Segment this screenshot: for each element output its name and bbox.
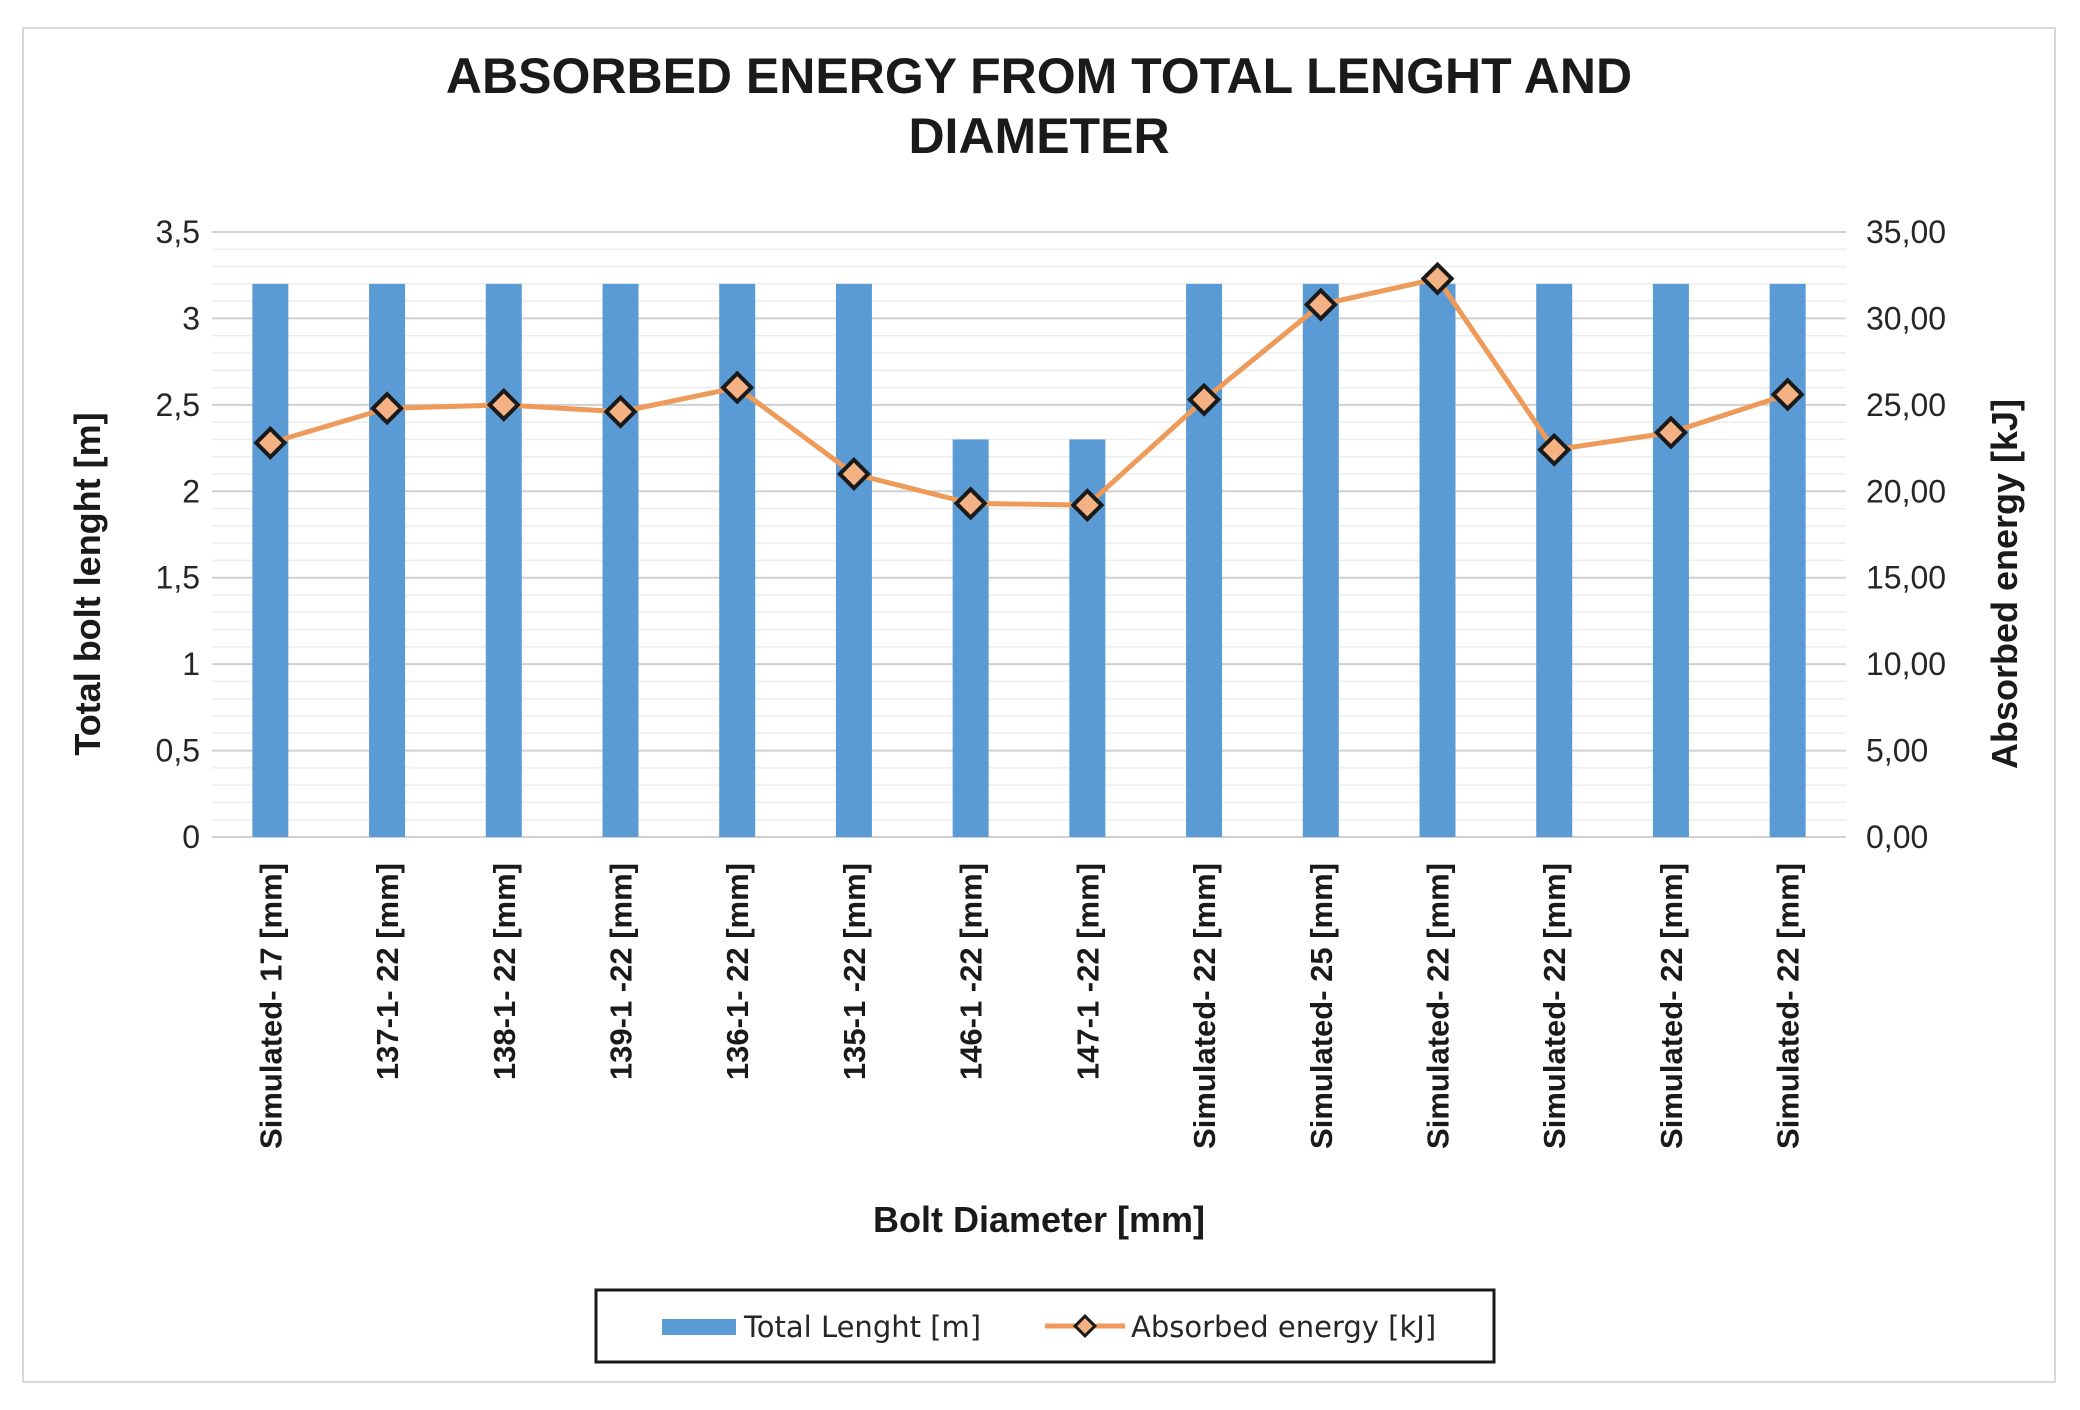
category-labels: Simulated- 17 [mm] 137-1- 22 [mm] 138-1- 2… xyxy=(253,863,1805,1149)
left-tick-label: 2,5 xyxy=(156,387,200,423)
energy-marker-9 xyxy=(1187,382,1222,417)
chart-title: ABSORBED ENERGY FROM TOTAL LENGHT AND DI… xyxy=(446,48,1632,164)
bar-12 xyxy=(1536,283,1573,837)
line-series xyxy=(253,261,1805,523)
energy-marker-6 xyxy=(836,457,871,491)
bar-5 xyxy=(719,283,756,837)
energy-marker-4 xyxy=(603,394,638,429)
category-label-9: Simulated- 22 [mm] xyxy=(1187,863,1222,1149)
right-tick-label: 35,00 xyxy=(1866,214,1946,250)
category-label-14: Simulated- 22 [mm] xyxy=(1771,863,1806,1149)
bar-series xyxy=(252,283,1806,837)
category-label-10: Simulated- 25 [mm] xyxy=(1304,863,1339,1149)
category-label-11: Simulated- 22 [mm] xyxy=(1421,863,1456,1149)
category-label-3: 138-1- 22 [mm] xyxy=(487,863,522,1080)
category-label-13: Simulated- 22 [mm] xyxy=(1654,863,1689,1149)
energy-marker-2 xyxy=(370,391,405,426)
bar-14 xyxy=(1769,283,1806,837)
right-axis-title: Absorbed energy [kJ] xyxy=(1984,399,2025,769)
left-tick-label: 1 xyxy=(182,646,200,682)
chart-svg: ABSORBED ENERGY FROM TOTAL LENGHT AND DI… xyxy=(67,48,2025,1364)
energy-marker-12 xyxy=(1537,432,1572,467)
energy-marker-11 xyxy=(1420,261,1455,296)
left-axis-title: Total bolt lenght [m] xyxy=(67,412,108,755)
legend-bar-label: Total Lenght [m] xyxy=(743,1310,981,1344)
right-tick-label: 5,00 xyxy=(1866,733,1928,769)
energy-marker-8 xyxy=(1070,488,1105,523)
category-label-1: Simulated- 17 [mm] xyxy=(253,863,288,1149)
bar-3 xyxy=(485,283,522,837)
legend-line-label: Absorbed energy [kJ] xyxy=(1131,1310,1436,1344)
bar-2 xyxy=(369,283,406,837)
right-tick-label: 25,00 xyxy=(1866,387,1946,423)
gridlines xyxy=(212,231,1846,838)
legend-line-marker xyxy=(1072,1313,1098,1339)
energy-marker-3 xyxy=(486,387,521,422)
left-tick-label: 2 xyxy=(182,473,200,509)
energy-marker-1 xyxy=(253,425,288,460)
bar-13 xyxy=(1652,283,1689,837)
left-axis-ticks: 0 0,5 1 1,5 2 2,5 3 3,5 xyxy=(156,214,200,855)
category-label-8: 147-1 -22 [mm] xyxy=(1070,863,1105,1080)
bar-9 xyxy=(1186,283,1223,837)
bar-11 xyxy=(1419,283,1456,837)
left-tick-label: 0,5 xyxy=(156,733,200,769)
energy-marker-14 xyxy=(1770,377,1805,412)
category-label-2: 137-1- 22 [mm] xyxy=(370,863,405,1080)
right-tick-label: 20,00 xyxy=(1866,473,1946,509)
category-label-7: 146-1 -22 [mm] xyxy=(954,863,989,1080)
category-label-4: 139-1 -22 [mm] xyxy=(604,863,639,1080)
legend: Total Lenght [m] Absorbed energy [kJ] xyxy=(594,1288,1496,1364)
bar-1 xyxy=(252,283,289,837)
energy-marker-13 xyxy=(1653,415,1688,450)
energy-marker-7 xyxy=(953,486,988,521)
bar-4 xyxy=(602,283,639,837)
right-tick-label: 30,00 xyxy=(1866,300,1946,336)
energy-marker-10 xyxy=(1303,287,1338,322)
chart-frame: ABSORBED ENERGY FROM TOTAL LENGHT AND DI… xyxy=(22,27,2056,1383)
chart-title-line-2: DIAMETER xyxy=(908,108,1169,164)
category-label-6: 135-1 -22 [mm] xyxy=(837,863,872,1080)
right-tick-label: 10,00 xyxy=(1866,646,1946,682)
left-tick-label: 0 xyxy=(182,819,200,855)
right-tick-label: 15,00 xyxy=(1866,560,1946,596)
left-tick-label: 3 xyxy=(182,300,200,336)
category-label-12: Simulated- 22 [mm] xyxy=(1537,863,1572,1149)
left-tick-label: 3,5 xyxy=(156,214,200,250)
bar-10 xyxy=(1302,283,1339,837)
right-axis-ticks: 0,00 5,00 10,00 15,00 20,00 25,00 30,00 35,00 xyxy=(1866,214,1946,855)
x-axis-title: Bolt Diameter [mm] xyxy=(873,1199,1205,1240)
category-label-5: 136-1- 22 [mm] xyxy=(720,863,755,1080)
right-tick-label: 0,00 xyxy=(1866,819,1928,855)
legend-bar-swatch xyxy=(662,1319,736,1335)
chart-title-line-1: ABSORBED ENERGY FROM TOTAL LENGHT AND xyxy=(446,48,1632,104)
energy-line xyxy=(269,276,1789,508)
bar-6 xyxy=(835,283,872,837)
energy-marker-5 xyxy=(720,370,755,405)
left-tick-label: 1,5 xyxy=(156,560,200,596)
